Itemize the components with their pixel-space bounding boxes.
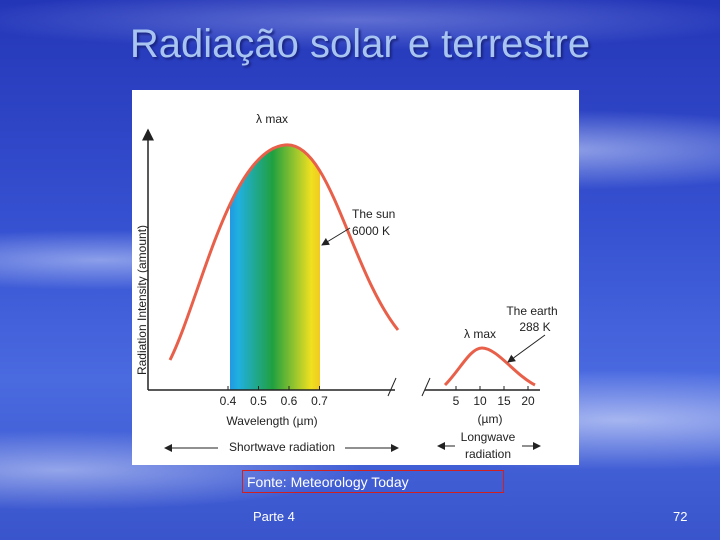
pointer-arrow xyxy=(507,334,546,363)
page-number: 72 xyxy=(673,509,688,524)
pointer-arrow xyxy=(321,227,351,246)
tick-label: 5 xyxy=(453,394,460,408)
tick-label: 0.5 xyxy=(250,394,267,408)
axis-break xyxy=(387,377,397,397)
peak-label: λ max xyxy=(464,327,496,341)
peak-label: λ max xyxy=(256,112,288,126)
axis-label: (µm) xyxy=(478,412,503,426)
tick-label: 0.4 xyxy=(220,394,237,408)
sun-curve xyxy=(168,143,400,361)
tick-label: 20 xyxy=(521,394,535,408)
band-label: radiation xyxy=(465,447,511,461)
footer: Parte 4 xyxy=(253,509,295,524)
visible-spectrum xyxy=(230,144,320,390)
earth-label: 288 K xyxy=(519,320,550,334)
earth-curve xyxy=(443,346,536,387)
sun-label: The sun xyxy=(352,207,395,221)
sun-label: 6000 K xyxy=(352,224,390,238)
tick-label: 15 xyxy=(497,394,511,408)
y-axis-label: Radiation Intensity (amount) xyxy=(135,225,149,375)
longwave-ticks: 5 10 15 20 xyxy=(453,386,535,408)
tick-label: 10 xyxy=(473,394,487,408)
source-caption: Fonte: Meteorology Today xyxy=(242,470,504,493)
figure-background xyxy=(132,90,579,465)
band-label: Longwave xyxy=(461,430,516,444)
band-label: Shortwave radiation xyxy=(229,440,335,454)
earth-label: The earth xyxy=(506,304,557,318)
tick-label: 0.6 xyxy=(281,394,298,408)
axis-label: Wavelength (µm) xyxy=(226,414,317,428)
tick-label: 0.7 xyxy=(311,394,328,408)
shortwave-ticks: 0.4 0.5 0.6 0.7 xyxy=(220,386,328,408)
axis-break xyxy=(421,377,431,397)
slide-title: Radiação solar e terrestre xyxy=(129,22,591,66)
